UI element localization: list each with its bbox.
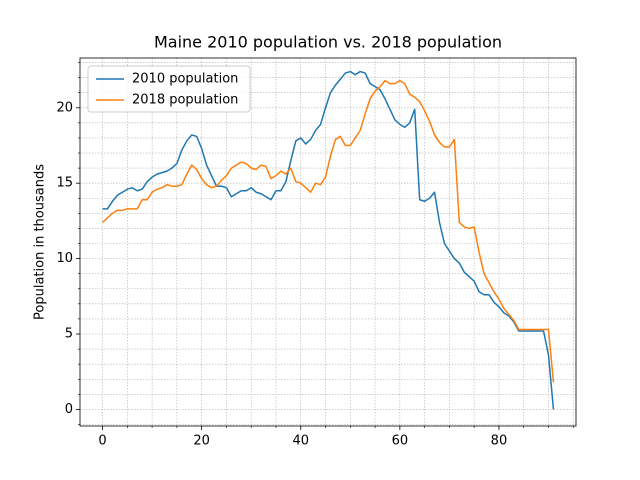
y-tick-label: 20	[56, 100, 73, 115]
line-series	[102, 79, 555, 383]
legend-label: 2018 population	[132, 93, 238, 108]
legend-box	[87, 65, 251, 113]
y-tick-label: 5	[65, 327, 73, 342]
chart-title: Maine 2010 population vs. 2018 populatio…	[154, 33, 502, 52]
x-tick-label: 40	[292, 434, 309, 449]
x-tick-label: 60	[392, 434, 409, 449]
legend: 2010 population 2018 population	[87, 65, 251, 113]
y-axis-label: Population in thousands	[33, 164, 48, 320]
x-tick-label: 80	[491, 434, 508, 449]
y-tick-label: 0	[65, 402, 73, 417]
legend-label: 2010 population	[132, 72, 238, 87]
y-tick-label: 15	[56, 176, 73, 191]
x-tick-label: 0	[98, 434, 106, 449]
plot-frame	[79, 57, 577, 427]
line-series	[102, 70, 555, 410]
x-tick-label: 20	[193, 434, 210, 449]
y-tick-label: 10	[56, 251, 73, 266]
